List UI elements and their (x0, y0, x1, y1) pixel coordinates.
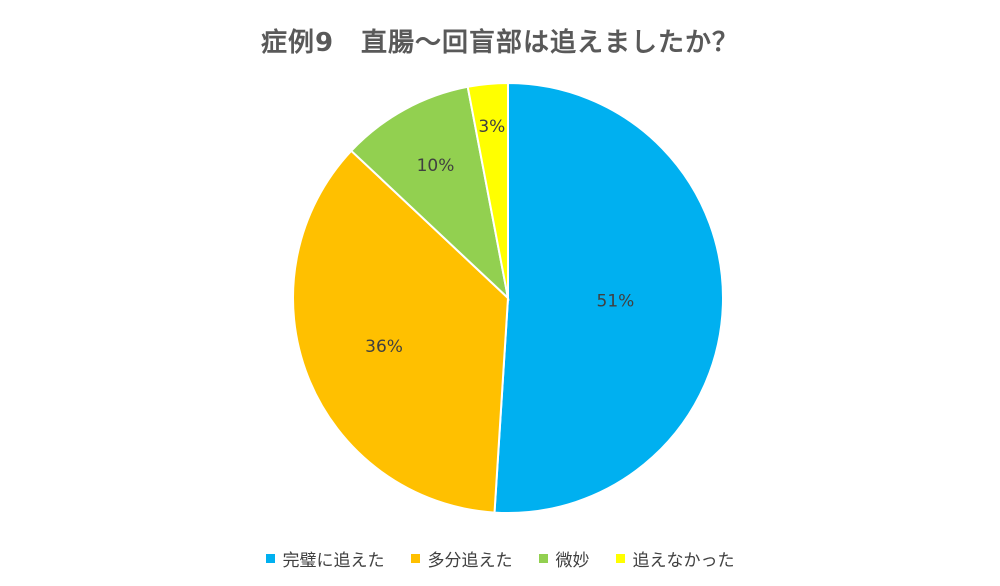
pie-slice-uncertain (349, 85, 510, 301)
pie-slice-mostly (292, 149, 510, 514)
data-label-perfect: 51% (597, 291, 635, 311)
chart-legend: 完璧に追えた 多分追えた 微妙 追えなかった (0, 546, 1000, 571)
pie-slice-failed (466, 81, 509, 299)
data-label-mostly: 36% (365, 337, 403, 357)
legend-swatch-perfect (265, 554, 275, 563)
legend-label-mostly: 多分追えた (427, 551, 513, 571)
legend-item-mostly: 多分追えた (410, 546, 513, 571)
data-label-failed: 3% (478, 117, 505, 137)
pie-chart: 51% 36% 10% 3% (292, 81, 724, 514)
pie-slice-perfect (493, 81, 724, 514)
data-label-uncertain: 10% (417, 156, 455, 176)
legend-swatch-mostly (410, 554, 420, 563)
legend-swatch-failed (615, 554, 625, 563)
legend-label-failed: 追えなかった (632, 551, 735, 571)
legend-item-perfect: 完璧に追えた (265, 546, 385, 571)
pie-slices (292, 81, 724, 514)
legend-item-failed: 追えなかった (615, 546, 735, 571)
legend-item-uncertain: 微妙 (538, 546, 590, 571)
pie-data-labels: 51% 36% 10% 3% (365, 117, 634, 357)
legend-label-perfect: 完璧に追えた (282, 551, 385, 571)
chart-title: 症例9 直腸〜回盲部は追えましたか？ (260, 28, 740, 58)
legend-label-uncertain: 微妙 (555, 551, 590, 571)
legend-swatch-uncertain (538, 554, 548, 563)
